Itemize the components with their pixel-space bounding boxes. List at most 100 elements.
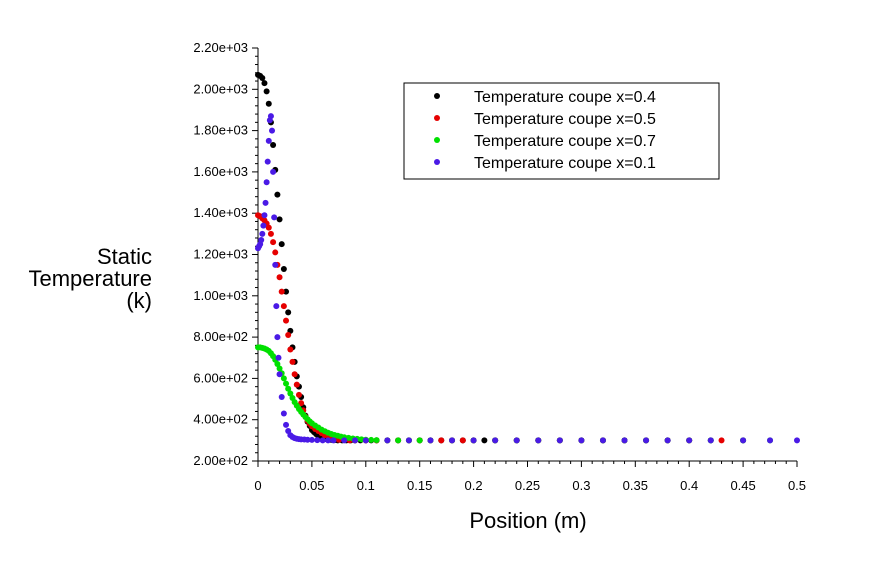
x-tick-label: 0.4: [680, 478, 698, 493]
data-point: [262, 199, 269, 206]
data-point: [285, 385, 292, 392]
data-point: [283, 288, 290, 295]
data-point: [395, 437, 402, 444]
data-point: [283, 317, 290, 324]
x-tick-label: 0.15: [407, 478, 432, 493]
y-tick-label: 1.80e+03: [193, 123, 248, 138]
series-2: [255, 212, 725, 444]
data-point: [481, 437, 488, 444]
data-point: [283, 421, 290, 428]
data-point: [664, 437, 671, 444]
y-axis-title: Static Temperature (k): [28, 244, 152, 313]
series-3: [255, 344, 774, 444]
data-point: [416, 437, 423, 444]
x-tick-label: 0.25: [515, 478, 540, 493]
data-point: [686, 437, 693, 444]
y-tick-label: 6.00e+02: [193, 370, 248, 385]
data-point: [643, 437, 650, 444]
data-point: [265, 100, 272, 107]
data-point: [291, 371, 298, 378]
x-tick-label: 0.05: [299, 478, 324, 493]
data-point: [258, 237, 265, 244]
data-point: [285, 332, 292, 339]
data-point: [330, 437, 337, 444]
data-point: [794, 437, 800, 444]
legend-label: Temperature coupe x=0.4: [474, 89, 656, 106]
y-tick-label: 1.40e+03: [193, 205, 248, 220]
data-point: [270, 239, 277, 246]
y-tick-label: 8.00e+02: [193, 329, 248, 344]
data-point: [275, 354, 282, 361]
y-axis-title-line-3: (k): [126, 288, 152, 313]
data-point: [293, 381, 300, 388]
data-point: [261, 212, 268, 219]
data-point: [459, 437, 466, 444]
data-point: [289, 358, 296, 365]
data-point: [325, 437, 332, 444]
y-tick-label: 4.00e+02: [193, 412, 248, 427]
data-point: [273, 303, 280, 310]
data-point: [578, 437, 585, 444]
x-tick-label: 0.5: [788, 478, 806, 493]
data-point: [267, 230, 274, 237]
data-point: [362, 437, 369, 444]
data-point: [707, 437, 714, 444]
x-tick-label: 0: [254, 478, 261, 493]
y-tick-label: 2.20e+03: [193, 40, 248, 55]
data-point: [280, 410, 287, 417]
data-point: [513, 437, 520, 444]
data-point: [270, 168, 277, 175]
data-point: [272, 249, 279, 256]
data-point: [280, 303, 287, 310]
data-point: [384, 437, 391, 444]
data-point: [261, 80, 268, 87]
y-tick-label: 1.00e+03: [193, 288, 248, 303]
data-point: [276, 216, 283, 223]
y-tick-label: 2.00e+02: [193, 453, 248, 468]
data-point: [274, 360, 281, 367]
data-point: [308, 436, 315, 443]
data-point: [287, 390, 294, 397]
x-tick-label: 0.45: [730, 478, 755, 493]
y-axis-title-line-2: Temperature: [28, 266, 152, 291]
data-point: [265, 224, 272, 231]
data-point: [368, 436, 375, 443]
data-point: [259, 230, 266, 237]
data-point: [280, 375, 287, 382]
legend-label: Temperature coupe x=0.7: [474, 133, 656, 150]
data-point: [283, 380, 290, 387]
data-point: [270, 142, 277, 149]
x-tick-label: 0.3: [572, 478, 590, 493]
legend-label: Temperature coupe x=0.1: [474, 155, 656, 172]
y-axis: 2.00e+02 4.00e+02 6.00e+02 8.00e+02 1.00e+03…: [193, 40, 259, 468]
data-point: [274, 334, 281, 341]
data-point: [427, 437, 434, 444]
y-axis-title-line-1: Static: [97, 244, 152, 269]
data-point: [287, 346, 294, 353]
data-point: [276, 371, 283, 378]
data-point: [263, 88, 270, 95]
x-tick-label: 0.1: [357, 478, 375, 493]
data-point: [341, 437, 348, 444]
legend-label: Temperature coupe x=0.5: [474, 111, 656, 128]
data-point: [263, 179, 270, 186]
data-point: [259, 74, 266, 81]
data-point: [621, 437, 628, 444]
x-axis-title: Position (m): [469, 508, 586, 533]
data-point: [599, 437, 606, 444]
y-tick-label: 1.60e+03: [193, 164, 248, 179]
data-point: [556, 437, 563, 444]
data-point: [280, 265, 287, 272]
data-point: [276, 274, 283, 281]
data-point: [718, 437, 725, 444]
data-point: [264, 158, 271, 165]
data-point: [304, 436, 311, 443]
data-point: [285, 309, 292, 316]
data-point: [260, 222, 267, 229]
legend-marker: [434, 93, 440, 99]
data-point: [352, 437, 359, 444]
data-point: [314, 437, 321, 444]
data-point: [535, 437, 542, 444]
data-point: [276, 365, 283, 372]
